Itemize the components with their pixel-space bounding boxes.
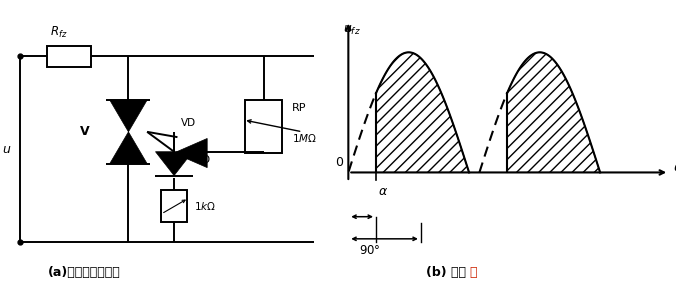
- Text: $\omega t$: $\omega t$: [673, 161, 676, 174]
- Text: 0: 0: [335, 156, 343, 169]
- Text: (b) 波形: (b) 波形: [426, 266, 466, 279]
- Bar: [161, 190, 187, 222]
- Text: $90°$: $90°$: [359, 244, 381, 257]
- Bar: [245, 100, 282, 153]
- Text: $u_{fz}$: $u_{fz}$: [343, 24, 361, 37]
- Text: 图: 图: [470, 266, 477, 279]
- Polygon shape: [155, 152, 193, 176]
- Text: V: V: [80, 125, 89, 138]
- Text: RP: RP: [293, 103, 307, 113]
- Text: $\sim u$: $\sim u$: [0, 143, 11, 156]
- Text: $1k\Omega$: $1k\Omega$: [194, 200, 216, 212]
- Text: $1M\Omega$: $1M\Omega$: [293, 132, 317, 144]
- Text: $R_{fz}$: $R_{fz}$: [51, 25, 68, 40]
- Text: VD: VD: [181, 118, 196, 128]
- Polygon shape: [110, 132, 147, 164]
- Text: VD: VD: [196, 155, 211, 165]
- Text: $\alpha$: $\alpha$: [378, 185, 388, 198]
- Bar: [47, 46, 91, 67]
- Polygon shape: [110, 100, 147, 132]
- Text: (a)单向晶闸管电路: (a)单向晶闸管电路: [48, 266, 121, 279]
- Polygon shape: [174, 139, 207, 168]
